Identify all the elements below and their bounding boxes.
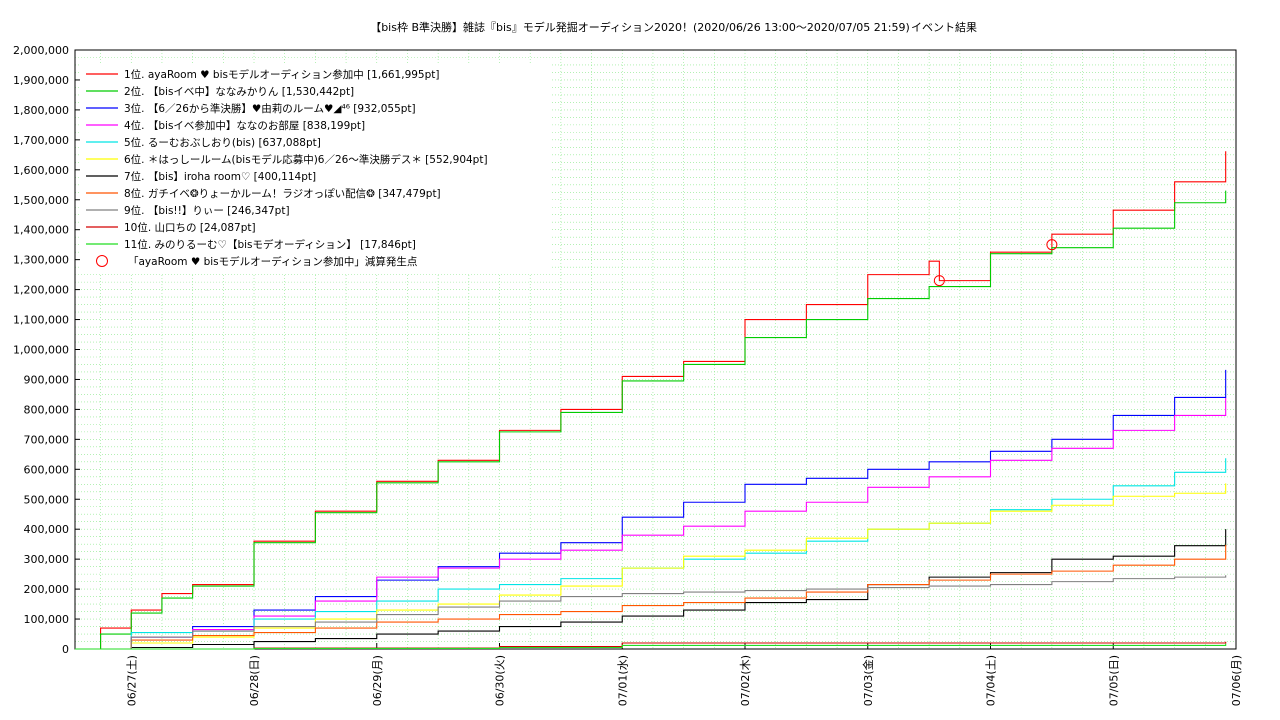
y-tick-label: 100,000 [24, 613, 70, 626]
x-tick-label: 07/02(木) [739, 655, 752, 706]
y-tick-label: 1,000,000 [13, 344, 69, 357]
y-tick-label: 1,800,000 [13, 104, 69, 117]
y-axis: 0 100,000 200,000 300,000 400,000 500,000 600,… [13, 44, 80, 656]
x-tick-label: 06/28(日) [248, 655, 261, 706]
legend-marker-label: 「ayaRoom ♥ bisモデルオーディション参加中」減算発生点 [128, 255, 417, 268]
y-tick-label: 600,000 [24, 463, 70, 476]
legend-label: 2位. 【bisイベ中】ななみかりん [1,530,442pt] [124, 85, 354, 98]
y-tick-label: 300,000 [24, 553, 70, 566]
legend-label: 6位. ＊はっしールーム(bisモデル応募中)6／26〜準決勝デス＊ [552,… [124, 153, 488, 166]
series-line-5 [75, 458, 1227, 650]
legend-label: 11位. みのりるーむ♡【bisモデオーディション】 [17,846pt] [124, 238, 416, 251]
y-tick-label: 1,700,000 [13, 134, 69, 147]
legend-marker-swatch [96, 255, 108, 267]
y-tick-label: 1,100,000 [13, 314, 69, 327]
annotation-markers [933, 239, 1058, 287]
decrement-marker [933, 275, 945, 287]
y-tick-label: 2,000,000 [13, 44, 69, 57]
series-line-4 [75, 397, 1227, 650]
chart-title: 【bis枠 B準決勝】雑誌『bis』モデル発掘オーディション2020！(2020… [370, 20, 910, 34]
legend-label: 3位. 【6／26から準決勝】♥由莉のルーム♥◢⁴⁶ [932,055pt] [124, 102, 416, 115]
x-tick-label: 07/03(金) [861, 655, 875, 706]
legend-label: 5位. るーむおぶしおり(bis) [637,088pt] [124, 136, 321, 149]
series-line-9 [75, 575, 1227, 650]
legend: 1位. ayaRoom ♥ bisモデルオーディション参加中 [1,661,99… [80, 64, 550, 274]
y-tick-label: 1,600,000 [13, 164, 69, 177]
series-group [75, 151, 1227, 650]
y-tick-label: 800,000 [24, 403, 70, 416]
series-line-2 [75, 190, 1227, 650]
y-tick-label: 1,200,000 [13, 284, 69, 297]
y-tick-label: 400,000 [24, 523, 70, 536]
legend-label: 9位. 【bis!!】りぃー [246,347pt] [124, 204, 290, 217]
legend-label: 7位. 【bis】iroha room♡ [400,114pt] [124, 170, 316, 183]
series-line-11 [75, 643, 1227, 650]
y-tick-label: 1,500,000 [13, 194, 69, 207]
x-tick-label: 07/05(日) [1107, 655, 1120, 706]
x-tick-label: 06/30(火) [494, 655, 507, 706]
y-tick-label: 0 [62, 643, 69, 656]
x-axis: 06/27(土) 06/28(日) 06/29(月) 06/30(火) 07/01(水)… [125, 643, 1243, 706]
x-tick-label: 07/04(土) [985, 655, 998, 706]
legend-label: 8位. ガチイベ❂りょーかルーム！ラジオっぽい配信❂ [347,479pt] [124, 187, 441, 200]
x-tick-label: 06/27(土) [125, 655, 138, 706]
x-tick-label: 07/01(水) [616, 655, 629, 706]
y-tick-label: 500,000 [24, 493, 70, 506]
y-tick-label: 1,900,000 [13, 74, 69, 87]
legend-label: 4位. 【bisイベ参加中】ななのお部屋 [838,199pt] [124, 119, 365, 132]
x-tick-label: 06/29(月) [371, 655, 384, 706]
y-tick-label: 1,300,000 [13, 254, 69, 267]
y-tick-label: 200,000 [24, 583, 70, 596]
legend-background [80, 64, 550, 274]
series-line-7 [75, 529, 1227, 650]
series-line-6 [75, 483, 1227, 650]
series-line-8 [75, 544, 1227, 650]
x-tick-label: 07/06(月) [1230, 655, 1243, 706]
y-tick-label: 900,000 [24, 373, 70, 386]
legend-label: 10位. 山口ちの [24,087pt] [124, 221, 256, 234]
y-tick-label: 700,000 [24, 433, 70, 446]
series-line-3 [75, 369, 1227, 650]
decrement-marker [1046, 239, 1058, 251]
legend-label: 1位. ayaRoom ♥ bisモデルオーディション参加中 [1,661,99… [124, 68, 440, 81]
y-tick-label: 1,400,000 [13, 224, 69, 237]
chart-title-suffix: イベント結果 [911, 20, 977, 34]
